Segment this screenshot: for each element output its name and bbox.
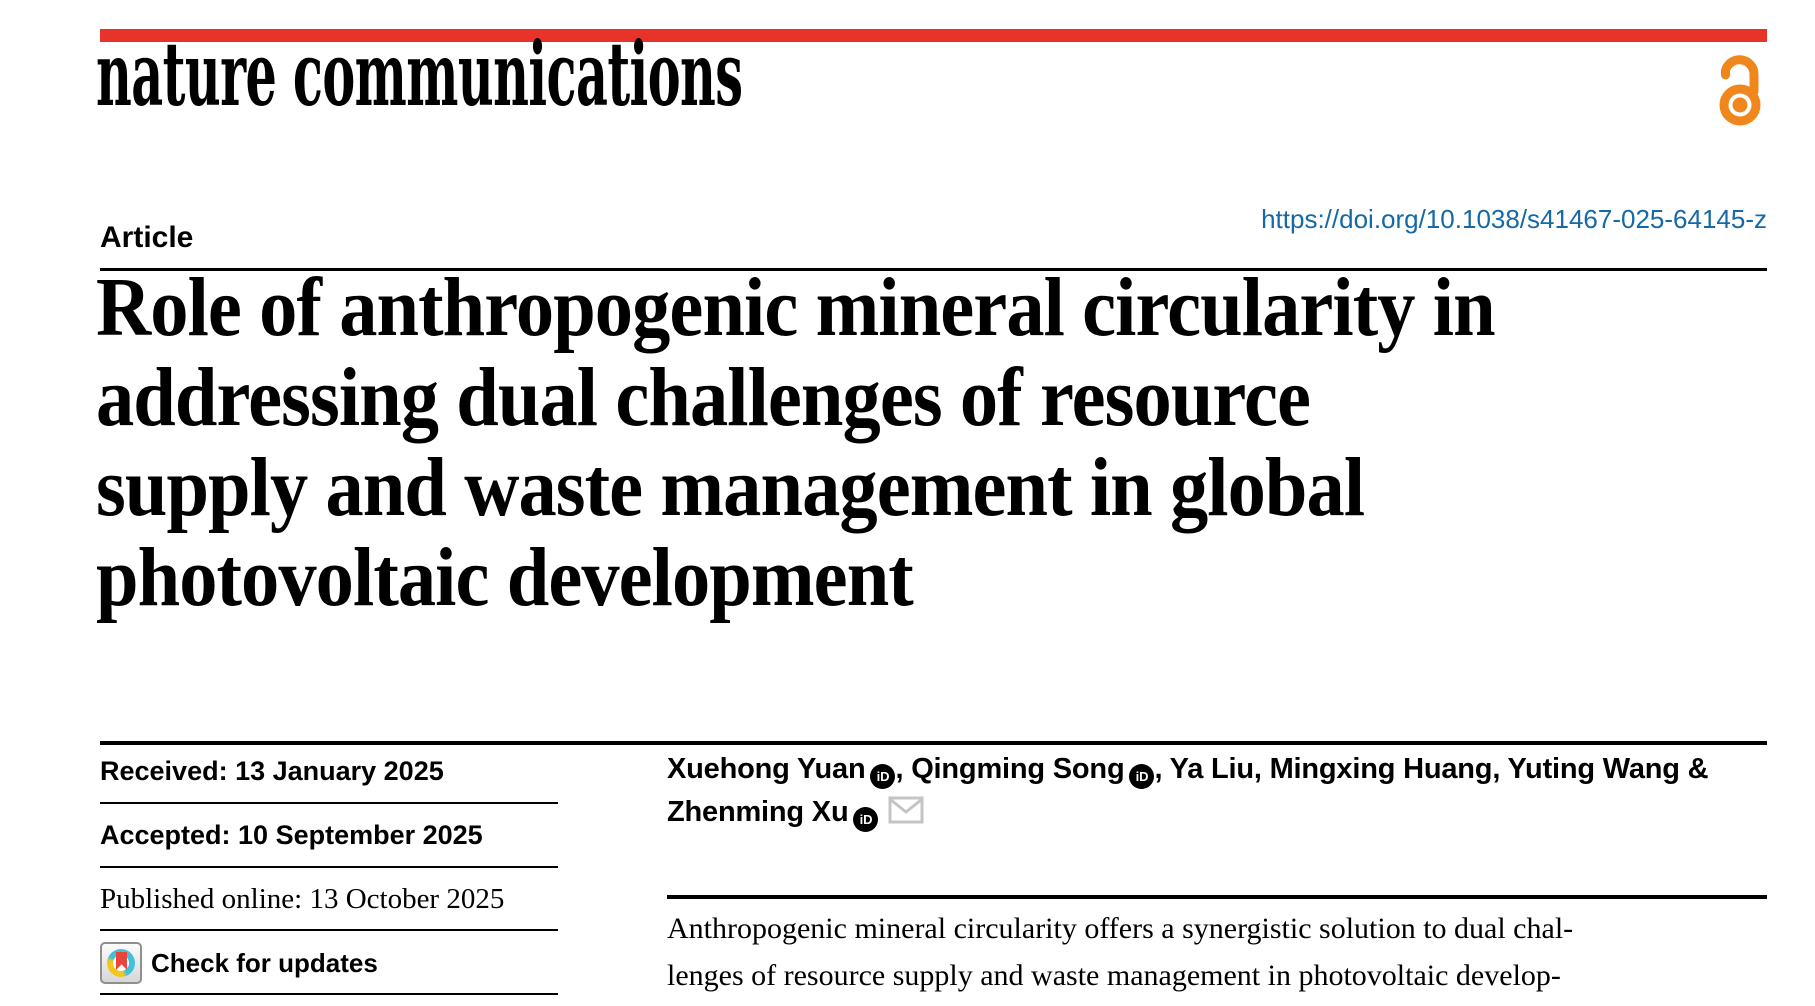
divider [100, 866, 558, 868]
section-divider [100, 741, 1767, 745]
check-for-updates-button[interactable]: Check for updates [100, 942, 378, 984]
doi-link[interactable]: https://doi.org/10.1038/s41467-025-64145… [1261, 204, 1767, 234]
journal-logo: nature communications [96, 22, 743, 126]
title-line: photovoltaic development [96, 531, 914, 624]
author-line-1: Xuehong Yuan iD, Qingming Song iD, Ya Liu,… [667, 748, 1767, 791]
received-date: Received: 13 January 2025 [100, 756, 444, 786]
author-name: Zhenming Xu [667, 796, 849, 828]
author-name: , Ya Liu, Mingxing Huang, Yuting Wang & [1154, 753, 1709, 785]
divider [100, 929, 558, 931]
author-line-2: Zhenming Xu iD [667, 791, 1767, 837]
divider [100, 993, 558, 995]
page-title: Role of anthropogenic mineral circularit… [96, 263, 1633, 623]
abstract-line: ment. Here, we reveal that the global ph… [667, 999, 1797, 1006]
orcid-icon[interactable]: iD [870, 764, 896, 789]
check-for-updates-label: Check for updates [151, 947, 378, 978]
orcid-icon[interactable]: iD [853, 807, 879, 832]
title-line: supply and waste management in global [96, 441, 1365, 534]
abstract-line: lenges of resource supply and waste mana… [667, 959, 1561, 992]
abstract-line: Anthropogenic mineral circularity offers… [667, 912, 1574, 945]
title-line: addressing dual challenges of resource [96, 351, 1311, 444]
divider [100, 802, 558, 804]
article-type-label: Article [100, 221, 194, 254]
header-divider [100, 268, 1767, 271]
envelope-icon[interactable] [888, 794, 924, 837]
abstract-divider [667, 895, 1767, 899]
orcid-icon[interactable]: iD [1129, 764, 1155, 789]
published-date: Published online: 13 October 2025 [100, 883, 505, 915]
open-access-icon [1712, 48, 1768, 133]
brand-red-bar [100, 29, 1767, 42]
author-name: , Qingming Song [895, 753, 1125, 785]
crossmark-icon [100, 942, 142, 984]
abstract-paragraph: Anthropogenic mineral circularity offers… [667, 905, 1797, 1006]
author-list: Xuehong Yuan iD, Qingming Song iD, Ya Liu,… [667, 748, 1767, 837]
title-line: Role of anthropogenic mineral circularit… [96, 261, 1496, 354]
accepted-date: Accepted: 10 September 2025 [100, 820, 483, 850]
author-name: Xuehong Yuan [667, 753, 866, 785]
